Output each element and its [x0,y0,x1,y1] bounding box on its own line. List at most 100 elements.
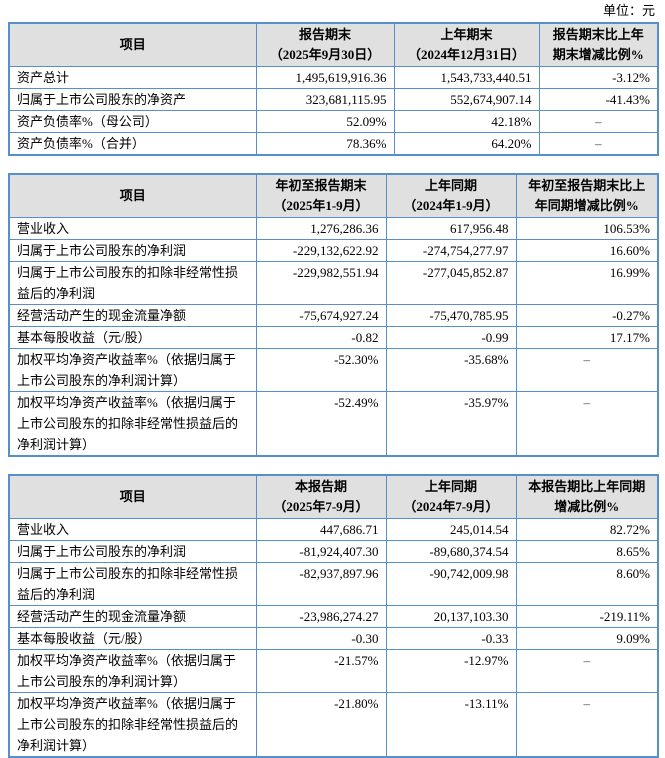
prior-value-cell: 552,674,907.14 [393,88,540,111]
table-header-row: 项目 报告期末 （2025年9月30日） 上年期末 （2024年12月31日） … [8,22,659,67]
current-value-cell: -229,132,622.92 [255,239,387,262]
table-row: 加权平均净资产收益率%（依据归属于上市公司股东的净利润计算） -21.57% -… [8,649,659,693]
item-cell: 资产负债率%（母公司） [8,110,257,133]
current-value-cell: -23,986,274.27 [255,605,387,628]
table-row: 加权平均净资产收益率%（依据归属于上市公司股东的扣除非经常性损益后的净利润计算）… [8,391,659,457]
item-cell: 经营活动产生的现金流量净额 [8,605,257,628]
prior-value-cell: -274,754,277.97 [385,239,517,262]
item-cell: 归属于上市公司股东的净利润 [8,239,257,262]
change-value-cell: -219.11% [515,605,659,628]
item-cell: 归属于上市公司股东的扣除非经常性损益后的净利润 [8,261,257,305]
column-header-change: 本报告期比上年同期 增减比例% [515,474,659,519]
item-cell: 基本每股收益（元/股） [8,326,257,349]
table-row: 资产总计 1,495,619,916.36 1,543,733,440.51 -… [8,66,659,89]
column-header-prior-period: 上年期末 （2024年12月31日） [393,22,540,67]
current-value-cell: 1,495,619,916.36 [255,66,395,89]
item-cell: 营业收入 [8,217,257,240]
current-value-cell: 52.09% [255,110,395,133]
prior-value-cell: -35.68% [385,348,517,392]
table-current-quarter-summary: 项目 本报告期 （2025年7-9月） 上年同期 （2024年7-9月） 本报告… [8,474,659,758]
table-row: 加权平均净资产收益率%（依据归属于上市公司股东的净利润计算） -52.30% -… [8,348,659,392]
column-header-item: 项目 [8,173,257,218]
item-cell: 营业收入 [8,518,257,541]
change-value-cell: 16.60% [515,239,659,262]
item-cell: 资产总计 [8,66,257,89]
change-value-cell: -3.12% [538,66,659,89]
change-value-cell: – [515,391,659,457]
column-header-prior-period: 上年同期 （2024年1-9月） [385,173,517,218]
prior-value-cell: -0.33 [385,627,517,650]
item-cell: 归属于上市公司股东的扣除非经常性损益后的净利润 [8,562,257,606]
table-header-row: 项目 年初至报告期末 （2025年1-9月） 上年同期 （2024年1-9月） … [8,173,659,218]
item-cell: 加权平均净资产收益率%（依据归属于上市公司股东的净利润计算） [8,348,257,392]
unit-label: 单位：元 [602,3,655,18]
change-value-cell: – [538,132,659,156]
current-value-cell: 447,686.71 [255,518,387,541]
change-value-cell: -41.43% [538,88,659,111]
column-header-change: 报告期末比上年 期末增减比例% [538,22,659,67]
change-value-cell: -0.27% [515,304,659,327]
column-header-item: 项目 [8,474,257,519]
column-header-item: 项目 [8,22,257,67]
change-value-cell: 82.72% [515,518,659,541]
table-row: 归属于上市公司股东的净资产 323,681,115.95 552,674,907… [8,88,659,111]
prior-value-cell: -75,470,785.95 [385,304,517,327]
table-row: 归属于上市公司股东的扣除非经常性损益后的净利润 -229,982,551.94 … [8,261,659,305]
prior-value-cell: 617,956.48 [385,217,517,240]
table-year-to-date-summary: 项目 年初至报告期末 （2025年1-9月） 上年同期 （2024年1-9月） … [8,173,659,457]
column-header-current-period: 本报告期 （2025年7-9月） [255,474,387,519]
table-row: 归属于上市公司股东的净利润 -81,924,407.30 -89,680,374… [8,540,659,563]
table-row: 经营活动产生的现金流量净额 -23,986,274.27 20,137,103.… [8,605,659,628]
item-cell: 加权平均净资产收益率%（依据归属于上市公司股东的净利润计算） [8,649,257,693]
current-value-cell: -75,674,927.24 [255,304,387,327]
change-value-cell: – [515,649,659,693]
prior-value-cell: 20,137,103.30 [385,605,517,628]
change-value-cell: 8.60% [515,562,659,606]
change-value-cell: – [515,692,659,758]
current-value-cell: -0.30 [255,627,387,650]
table-row: 归属于上市公司股东的净利润 -229,132,622.92 -274,754,2… [8,239,659,262]
item-cell: 资产负债率%（合并） [8,132,257,156]
item-cell: 基本每股收益（元/股） [8,627,257,650]
table-period-end-summary: 项目 报告期末 （2025年9月30日） 上年期末 （2024年12月31日） … [8,22,659,156]
item-cell: 加权平均净资产收益率%（依据归属于上市公司股东的扣除非经常性损益后的净利润计算） [8,692,257,758]
prior-value-cell: -12.97% [385,649,517,693]
prior-value-cell: -35.97% [385,391,517,457]
prior-value-cell: -0.99 [385,326,517,349]
item-cell: 经营活动产生的现金流量净额 [8,304,257,327]
current-value-cell: -82,937,897.96 [255,562,387,606]
item-cell: 加权平均净资产收益率%（依据归属于上市公司股东的扣除非经常性损益后的净利润计算） [8,391,257,457]
current-value-cell: -21.80% [255,692,387,758]
current-value-cell: 1,276,286.36 [255,217,387,240]
prior-value-cell: -13.11% [385,692,517,758]
change-value-cell: 8.65% [515,540,659,563]
prior-value-cell: -277,045,852.87 [385,261,517,305]
table-row: 归属于上市公司股东的扣除非经常性损益后的净利润 -82,937,897.96 -… [8,562,659,606]
prior-value-cell: -90,742,009.98 [385,562,517,606]
column-header-current-period: 报告期末 （2025年9月30日） [255,22,395,67]
current-value-cell: -229,982,551.94 [255,261,387,305]
column-header-change: 年初至报告期末比上 年同期增减比例% [515,173,659,218]
change-value-cell: 9.09% [515,627,659,650]
current-value-cell: -0.82 [255,326,387,349]
item-cell: 归属于上市公司股东的净资产 [8,88,257,111]
table-row: 资产负债率%（母公司） 52.09% 42.18% – [8,110,659,133]
change-value-cell: 16.99% [515,261,659,305]
table-row: 加权平均净资产收益率%（依据归属于上市公司股东的扣除非经常性损益后的净利润计算）… [8,692,659,758]
prior-value-cell: 64.20% [393,132,540,156]
change-value-cell: – [515,348,659,392]
table-row: 营业收入 1,276,286.36 617,956.48 106.53% [8,217,659,240]
change-value-cell: 106.53% [515,217,659,240]
current-value-cell: -52.30% [255,348,387,392]
table-row: 营业收入 447,686.71 245,014.54 82.72% [8,518,659,541]
current-value-cell: 78.36% [255,132,395,156]
column-header-prior-period: 上年同期 （2024年7-9月） [385,474,517,519]
prior-value-cell: 1,543,733,440.51 [393,66,540,89]
prior-value-cell: -89,680,374.54 [385,540,517,563]
current-value-cell: -52.49% [255,391,387,457]
change-value-cell: – [538,110,659,133]
item-cell: 归属于上市公司股东的净利润 [8,540,257,563]
column-header-current-period: 年初至报告期末 （2025年1-9月） [255,173,387,218]
current-value-cell: -21.57% [255,649,387,693]
